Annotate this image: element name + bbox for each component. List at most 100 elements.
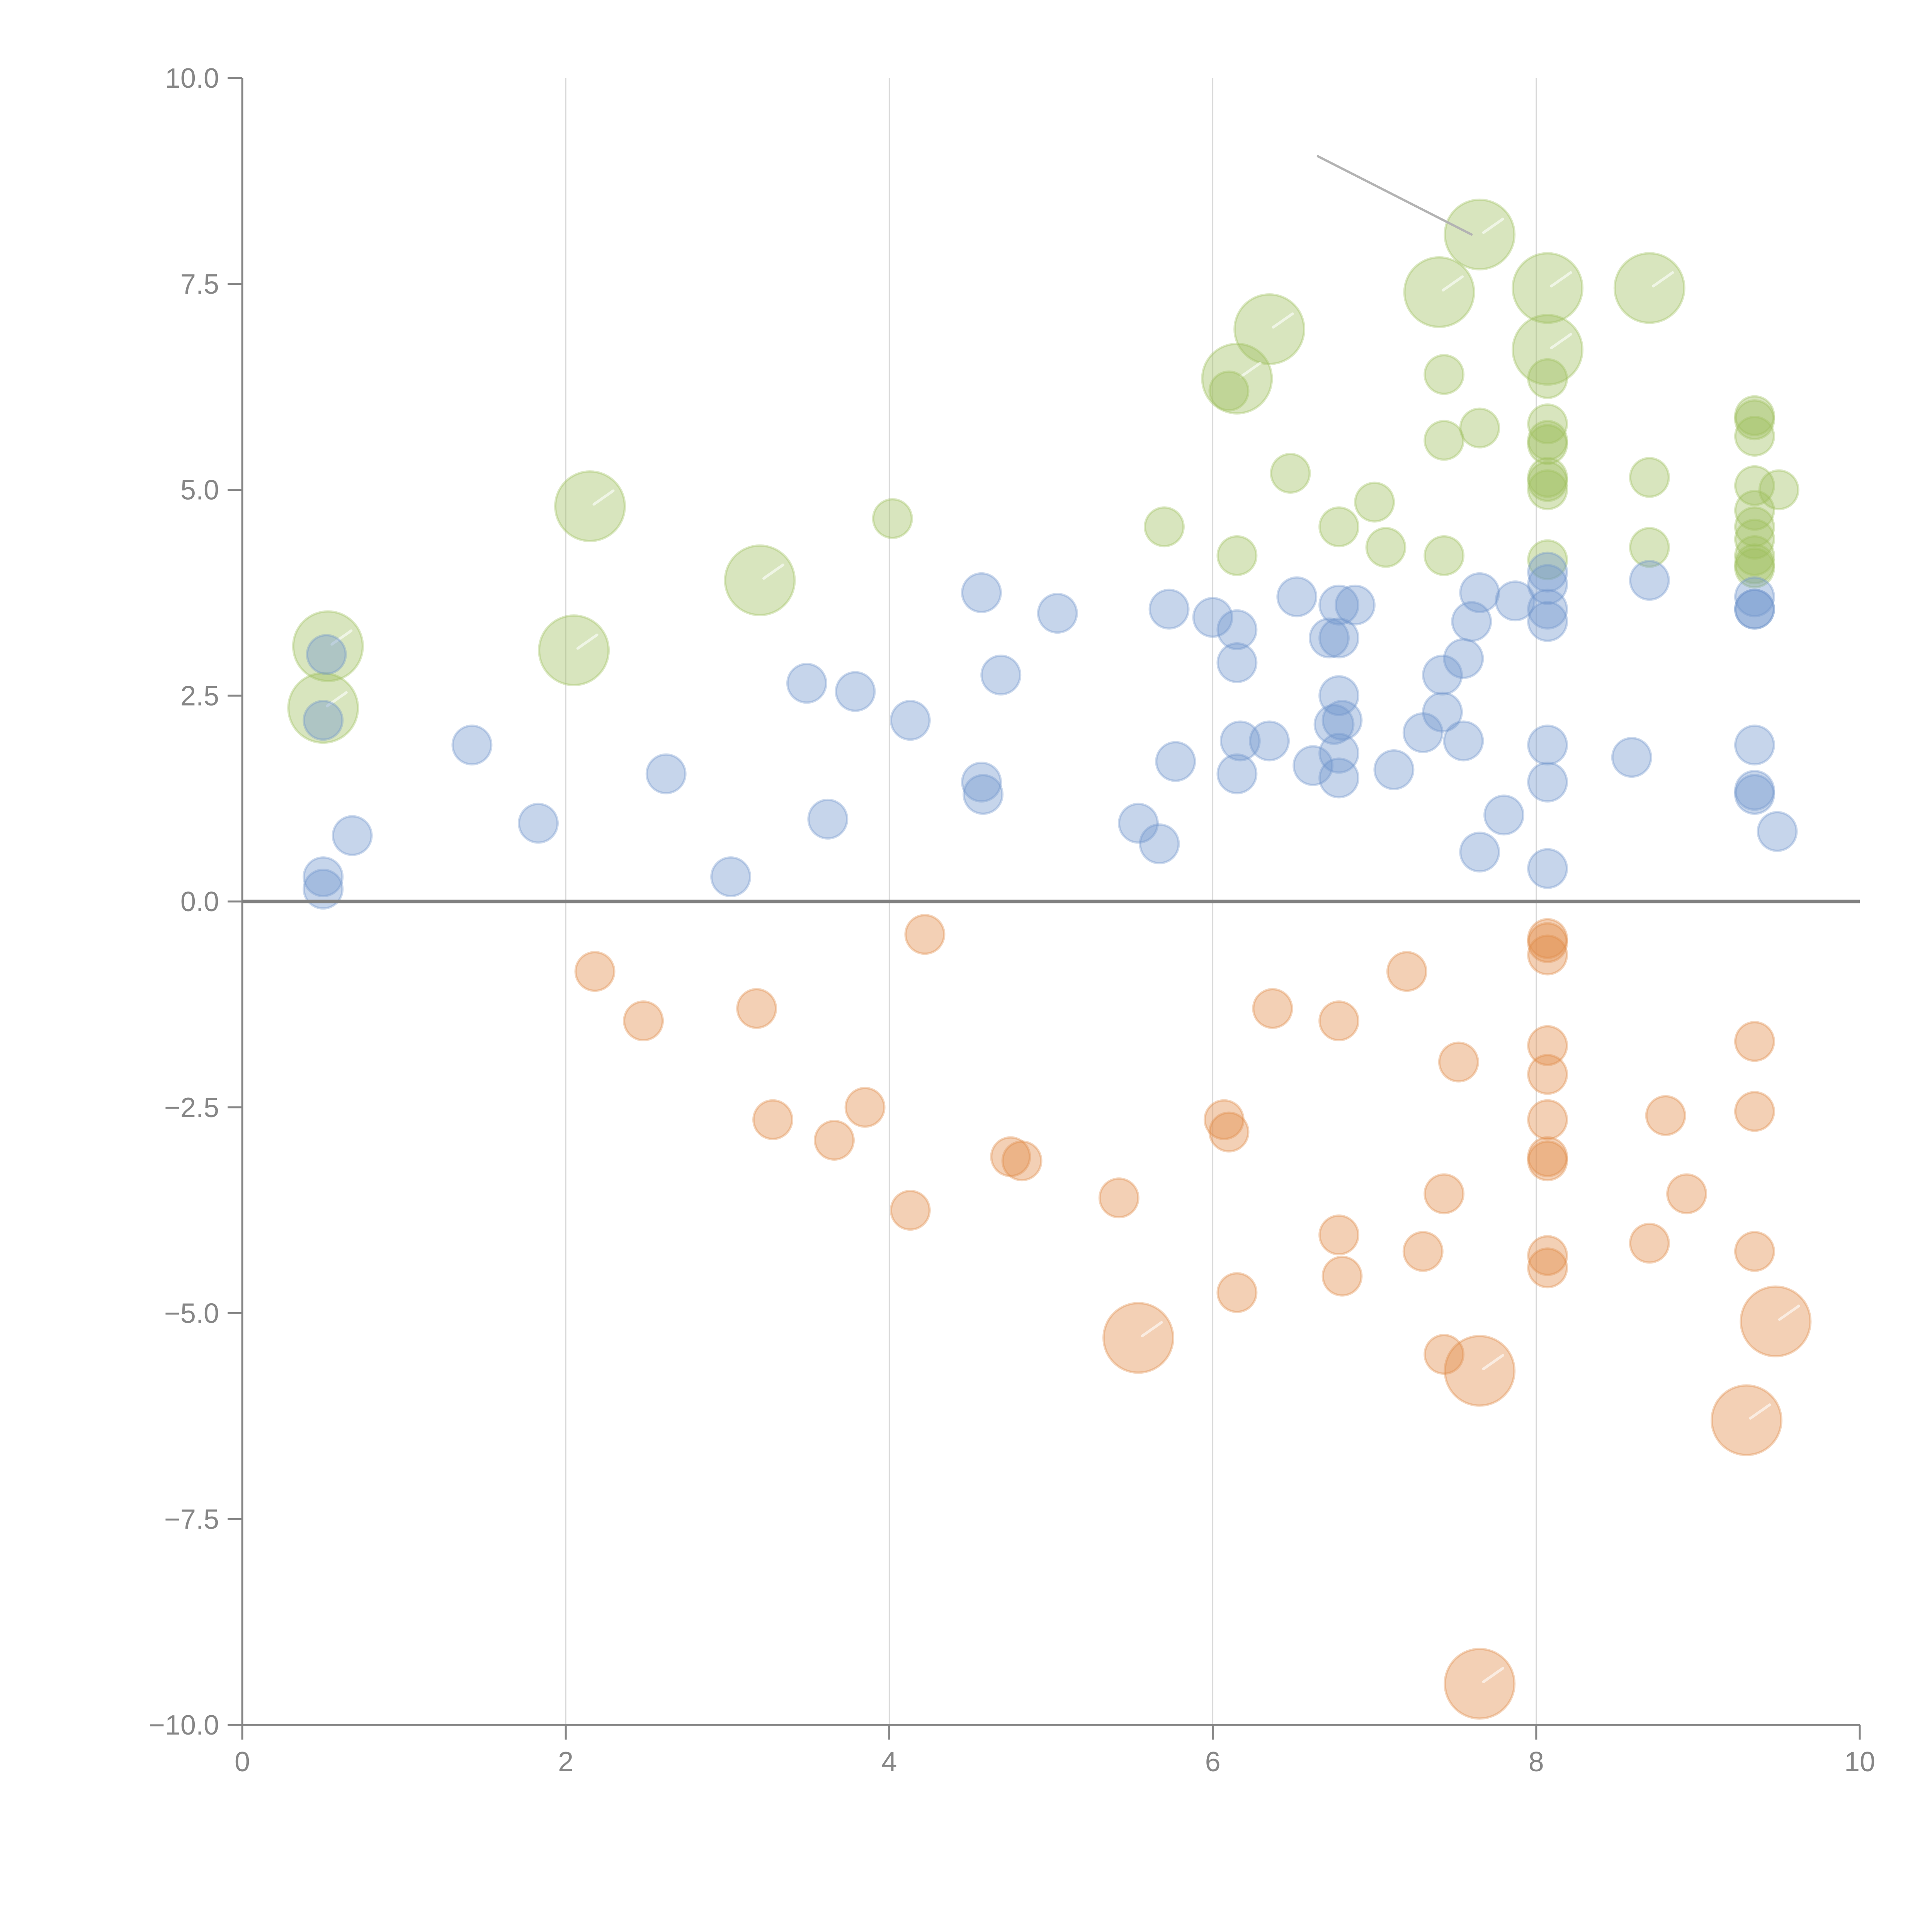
bubble-orange[interactable] (752, 1099, 794, 1140)
bubble-orange[interactable] (1318, 1000, 1360, 1041)
bubble-green[interactable] (1734, 465, 1775, 506)
bubble-green[interactable] (1423, 354, 1465, 395)
bubble-blue[interactable] (1037, 593, 1078, 634)
bubble-orange[interactable] (1438, 1041, 1479, 1083)
bubble-large-green[interactable] (1512, 314, 1584, 386)
bubble-green[interactable] (1270, 452, 1311, 494)
bubble-orange[interactable] (1527, 1235, 1568, 1276)
bubble-large-orange[interactable] (1102, 1302, 1175, 1374)
bubble-blue[interactable] (1293, 745, 1334, 786)
bubble-blue[interactable] (1611, 737, 1652, 778)
bubble-blue[interactable] (786, 663, 827, 704)
bubble-green[interactable] (1734, 399, 1775, 440)
bubble-orange[interactable] (1734, 1231, 1775, 1272)
bubble-green[interactable] (1629, 527, 1670, 568)
bubble-green[interactable] (1459, 407, 1500, 449)
bubble-orange[interactable] (1001, 1140, 1043, 1182)
bubble-blue[interactable] (1373, 749, 1415, 791)
bubble-blue[interactable] (1155, 741, 1196, 782)
bubble-blue[interactable] (1318, 675, 1360, 716)
bubble-blue[interactable] (1495, 580, 1536, 622)
bubble-large-orange[interactable] (1444, 1335, 1516, 1407)
bubble-blue[interactable] (1313, 704, 1355, 745)
bubble-green[interactable] (1734, 490, 1775, 531)
bubble-blue[interactable] (1422, 654, 1463, 696)
bubble-green[interactable] (1734, 543, 1775, 585)
bubble-blue[interactable] (303, 700, 344, 741)
bubble-green[interactable] (1144, 506, 1185, 548)
bubble-green[interactable] (1216, 535, 1258, 576)
bubble-large-green[interactable] (1403, 256, 1475, 328)
bubble-green[interactable] (1734, 519, 1775, 560)
bubble-green[interactable] (1629, 457, 1670, 498)
bubble-green[interactable] (1527, 420, 1568, 461)
bubble-blue[interactable] (1321, 700, 1363, 741)
bubble-blue[interactable] (963, 774, 1004, 815)
bubble-orange[interactable] (1527, 1247, 1568, 1289)
bubble-orange[interactable] (1629, 1223, 1670, 1264)
bubble-blue[interactable] (1139, 823, 1180, 864)
bubble-blue[interactable] (710, 856, 752, 898)
bubble-large-green[interactable] (1444, 198, 1516, 270)
bubble-green[interactable] (1423, 420, 1465, 461)
bubble-orange[interactable] (814, 1119, 855, 1161)
bubble-blue[interactable] (518, 803, 559, 844)
bubble-orange[interactable] (1527, 1099, 1568, 1140)
bubble-orange[interactable] (1666, 1173, 1708, 1214)
bubble-large-orange[interactable] (1740, 1285, 1812, 1357)
bubble-large-orange[interactable] (1444, 1648, 1516, 1720)
bubble-blue[interactable] (1216, 609, 1258, 650)
bubble-blue[interactable] (1249, 720, 1290, 762)
bubble-orange[interactable] (1527, 934, 1568, 976)
bubble-blue[interactable] (1308, 617, 1350, 659)
bubble-blue[interactable] (1334, 584, 1376, 626)
bubble-orange[interactable] (1318, 1214, 1360, 1256)
bubble-orange[interactable] (1734, 1091, 1775, 1132)
bubble-orange[interactable] (1203, 1099, 1245, 1140)
bubble-blue[interactable] (1219, 720, 1261, 762)
bubble-green[interactable] (1527, 358, 1568, 399)
bubble-blue[interactable] (1459, 572, 1500, 613)
bubble-orange[interactable] (623, 1000, 664, 1041)
bubble-orange[interactable] (1216, 1272, 1258, 1313)
bubble-blue[interactable] (1757, 811, 1798, 852)
bubble-blue[interactable] (332, 815, 373, 856)
bubble-orange[interactable] (1527, 1136, 1568, 1177)
bubble-green[interactable] (1527, 457, 1568, 498)
bubble-blue[interactable] (1216, 753, 1258, 794)
bubble-blue[interactable] (1443, 720, 1484, 762)
bubble-blue[interactable] (1734, 576, 1775, 617)
bubble-blue[interactable] (1402, 712, 1444, 753)
bubble-blue[interactable] (1734, 724, 1775, 766)
bubble-blue[interactable] (889, 700, 931, 741)
bubble-blue[interactable] (1422, 691, 1463, 733)
bubble-orange[interactable] (1321, 1255, 1363, 1297)
bubble-blue[interactable] (1318, 757, 1360, 799)
bubble-blue[interactable] (1734, 770, 1775, 811)
bubble-orange[interactable] (844, 1087, 886, 1128)
bubble-large-green[interactable] (1201, 342, 1273, 415)
bubble-blue[interactable] (1734, 588, 1775, 630)
bubble-blue[interactable] (1483, 794, 1525, 836)
bubble-blue[interactable] (1527, 762, 1568, 803)
bubble-orange[interactable] (1645, 1095, 1686, 1136)
bubble-blue[interactable] (303, 869, 344, 910)
bubble-orange[interactable] (574, 951, 616, 992)
bubble-blue[interactable] (1734, 588, 1775, 630)
bubble-green[interactable] (1527, 539, 1568, 580)
bubble-blue[interactable] (961, 572, 1002, 613)
bubble-blue[interactable] (1734, 774, 1775, 815)
bubble-green[interactable] (1758, 469, 1799, 510)
bubble-green[interactable] (1423, 535, 1465, 576)
bubble-large-green[interactable] (1233, 293, 1306, 365)
bubble-blue[interactable] (835, 671, 876, 712)
bubble-orange[interactable] (1423, 1173, 1465, 1214)
bubble-orange[interactable] (1527, 1054, 1568, 1095)
bubble-blue[interactable] (1276, 576, 1318, 617)
bubble-blue[interactable] (961, 762, 1002, 803)
bubble-blue[interactable] (1527, 848, 1568, 889)
bubble-orange[interactable] (1252, 988, 1293, 1029)
bubble-green[interactable] (1734, 395, 1775, 436)
bubble-green[interactable] (1527, 461, 1568, 502)
bubble-blue[interactable] (1629, 560, 1670, 601)
